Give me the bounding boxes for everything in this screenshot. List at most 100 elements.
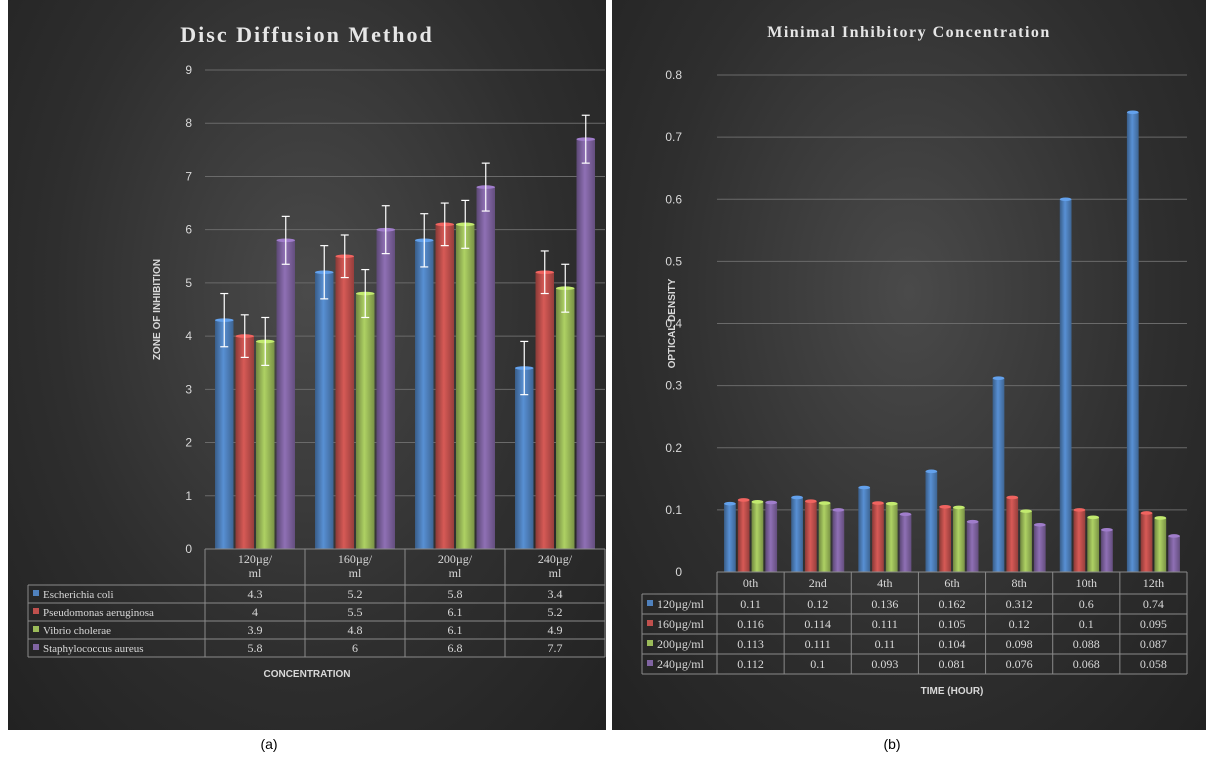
legend-label: Vibrio cholerae (43, 625, 111, 637)
table-cell: 0.087 (1140, 637, 1167, 651)
bar-cap (1059, 197, 1072, 202)
table-cell: 0.1 (810, 657, 825, 671)
bar (476, 187, 495, 550)
table-cell: 0.12 (807, 597, 828, 611)
table-cell: 0.116 (737, 617, 764, 631)
bar (1033, 524, 1046, 572)
table-cell: 5.2 (548, 605, 563, 619)
table-cell: 3.9 (248, 623, 263, 637)
bar-cap (939, 504, 951, 509)
table-cell: 0.11 (740, 597, 761, 611)
table-cell: 0.081 (939, 657, 966, 671)
bar-cap (1140, 511, 1153, 515)
table-cell: 0.136 (871, 597, 898, 611)
legend-label: 200µg/ml (657, 637, 705, 651)
bar (1154, 517, 1167, 572)
bar-cap (724, 501, 736, 506)
y-tick-label: 0.3 (665, 379, 682, 393)
legend-swatch (647, 660, 653, 666)
bar-cap (818, 501, 831, 505)
bar-cap (751, 499, 764, 504)
table-cell: 4.8 (348, 623, 363, 637)
bar (335, 256, 354, 549)
bar (925, 471, 938, 572)
bar-cap (765, 500, 778, 505)
bar (804, 501, 817, 572)
table-cell: 0.104 (939, 637, 966, 651)
x-category-label: 160µg/ml (338, 552, 373, 580)
bar (992, 378, 1005, 572)
table-cell: 6 (352, 641, 358, 655)
mic-panel: Minimal Inhibitory Concentration OPTICAL … (612, 0, 1206, 730)
table-cell: 6.1 (448, 623, 463, 637)
table-cell: 0.111 (872, 617, 898, 631)
bar-cap (966, 519, 979, 524)
table-cell: 4.9 (548, 623, 563, 637)
table-cell: 0.11 (875, 637, 896, 651)
bar (832, 509, 845, 572)
bar-cap (858, 485, 871, 490)
table-cell: 0.105 (939, 617, 966, 631)
bar (791, 497, 803, 572)
table-cell: 0.093 (871, 657, 898, 671)
y-tick-label: 4 (185, 329, 192, 343)
x-category-label: 4th (877, 576, 892, 590)
bar-cap (1087, 515, 1100, 520)
legend-swatch (647, 600, 653, 606)
disc-diffusion-chart: Disc Diffusion Method ZONE OF INHIBITION 0… (27, 22, 606, 680)
bar-cap (872, 501, 884, 505)
x-category-label: 0th (743, 576, 758, 590)
table-cell: 0.312 (1006, 597, 1033, 611)
x-axis-label: TIME (HOUR) (921, 686, 984, 697)
bar (966, 521, 979, 572)
x-category-label: 200µg/ml (438, 552, 473, 580)
table-cell: 0.6 (1079, 597, 1094, 611)
y-tick-label: 0 (675, 565, 682, 579)
y-tick-label: 7 (185, 169, 192, 183)
y-tick-label: 9 (185, 63, 192, 77)
table-cell: 0.112 (737, 657, 764, 671)
bar (885, 503, 898, 572)
bar (376, 229, 395, 549)
y-tick-label: 8 (185, 116, 192, 130)
bar (1168, 535, 1180, 572)
bar (1126, 112, 1139, 573)
x-category-label: 120µg/ml (238, 552, 273, 580)
bar-cap (925, 469, 938, 474)
mic-chart: Minimal Inhibitory Concentration OPTICAL … (641, 24, 1188, 697)
bar (235, 336, 254, 549)
legend-label: 120µg/ml (657, 597, 705, 611)
x-category-label: 240µg/ml (538, 552, 573, 580)
y-tick-label: 2 (185, 436, 192, 450)
table-cell: 5.8 (248, 641, 263, 655)
bar (315, 272, 334, 549)
x-category-label: 8th (1011, 576, 1026, 590)
table-cell: 4.3 (248, 587, 263, 601)
bar (818, 503, 831, 572)
table-cell: 6.1 (448, 605, 463, 619)
bar (356, 293, 375, 549)
bar (515, 368, 534, 549)
legend-swatch (33, 590, 39, 596)
table-cell: 0.111 (805, 637, 831, 651)
bar (556, 288, 575, 549)
legend-label: 240µg/ml (657, 657, 705, 671)
bar-cap (1033, 522, 1046, 527)
bar-cap (1154, 516, 1167, 520)
y-tick-label: 0.8 (665, 68, 682, 82)
bar (256, 341, 275, 549)
bar (276, 240, 295, 550)
bar (415, 240, 434, 550)
table-cell: 3.4 (548, 587, 563, 601)
x-category-label: 6th (944, 576, 959, 590)
table-cell: 0.12 (1009, 617, 1030, 631)
y-axis-label: ZONE OF INHIBITION (152, 259, 163, 360)
table-cell: 7.7 (548, 641, 563, 655)
bar (1073, 509, 1086, 572)
table-cell: 5.2 (348, 587, 363, 601)
legend-swatch (647, 640, 653, 646)
table-cell: 0.068 (1073, 657, 1100, 671)
bar (765, 502, 778, 572)
bar (435, 224, 454, 549)
bar (899, 514, 912, 572)
